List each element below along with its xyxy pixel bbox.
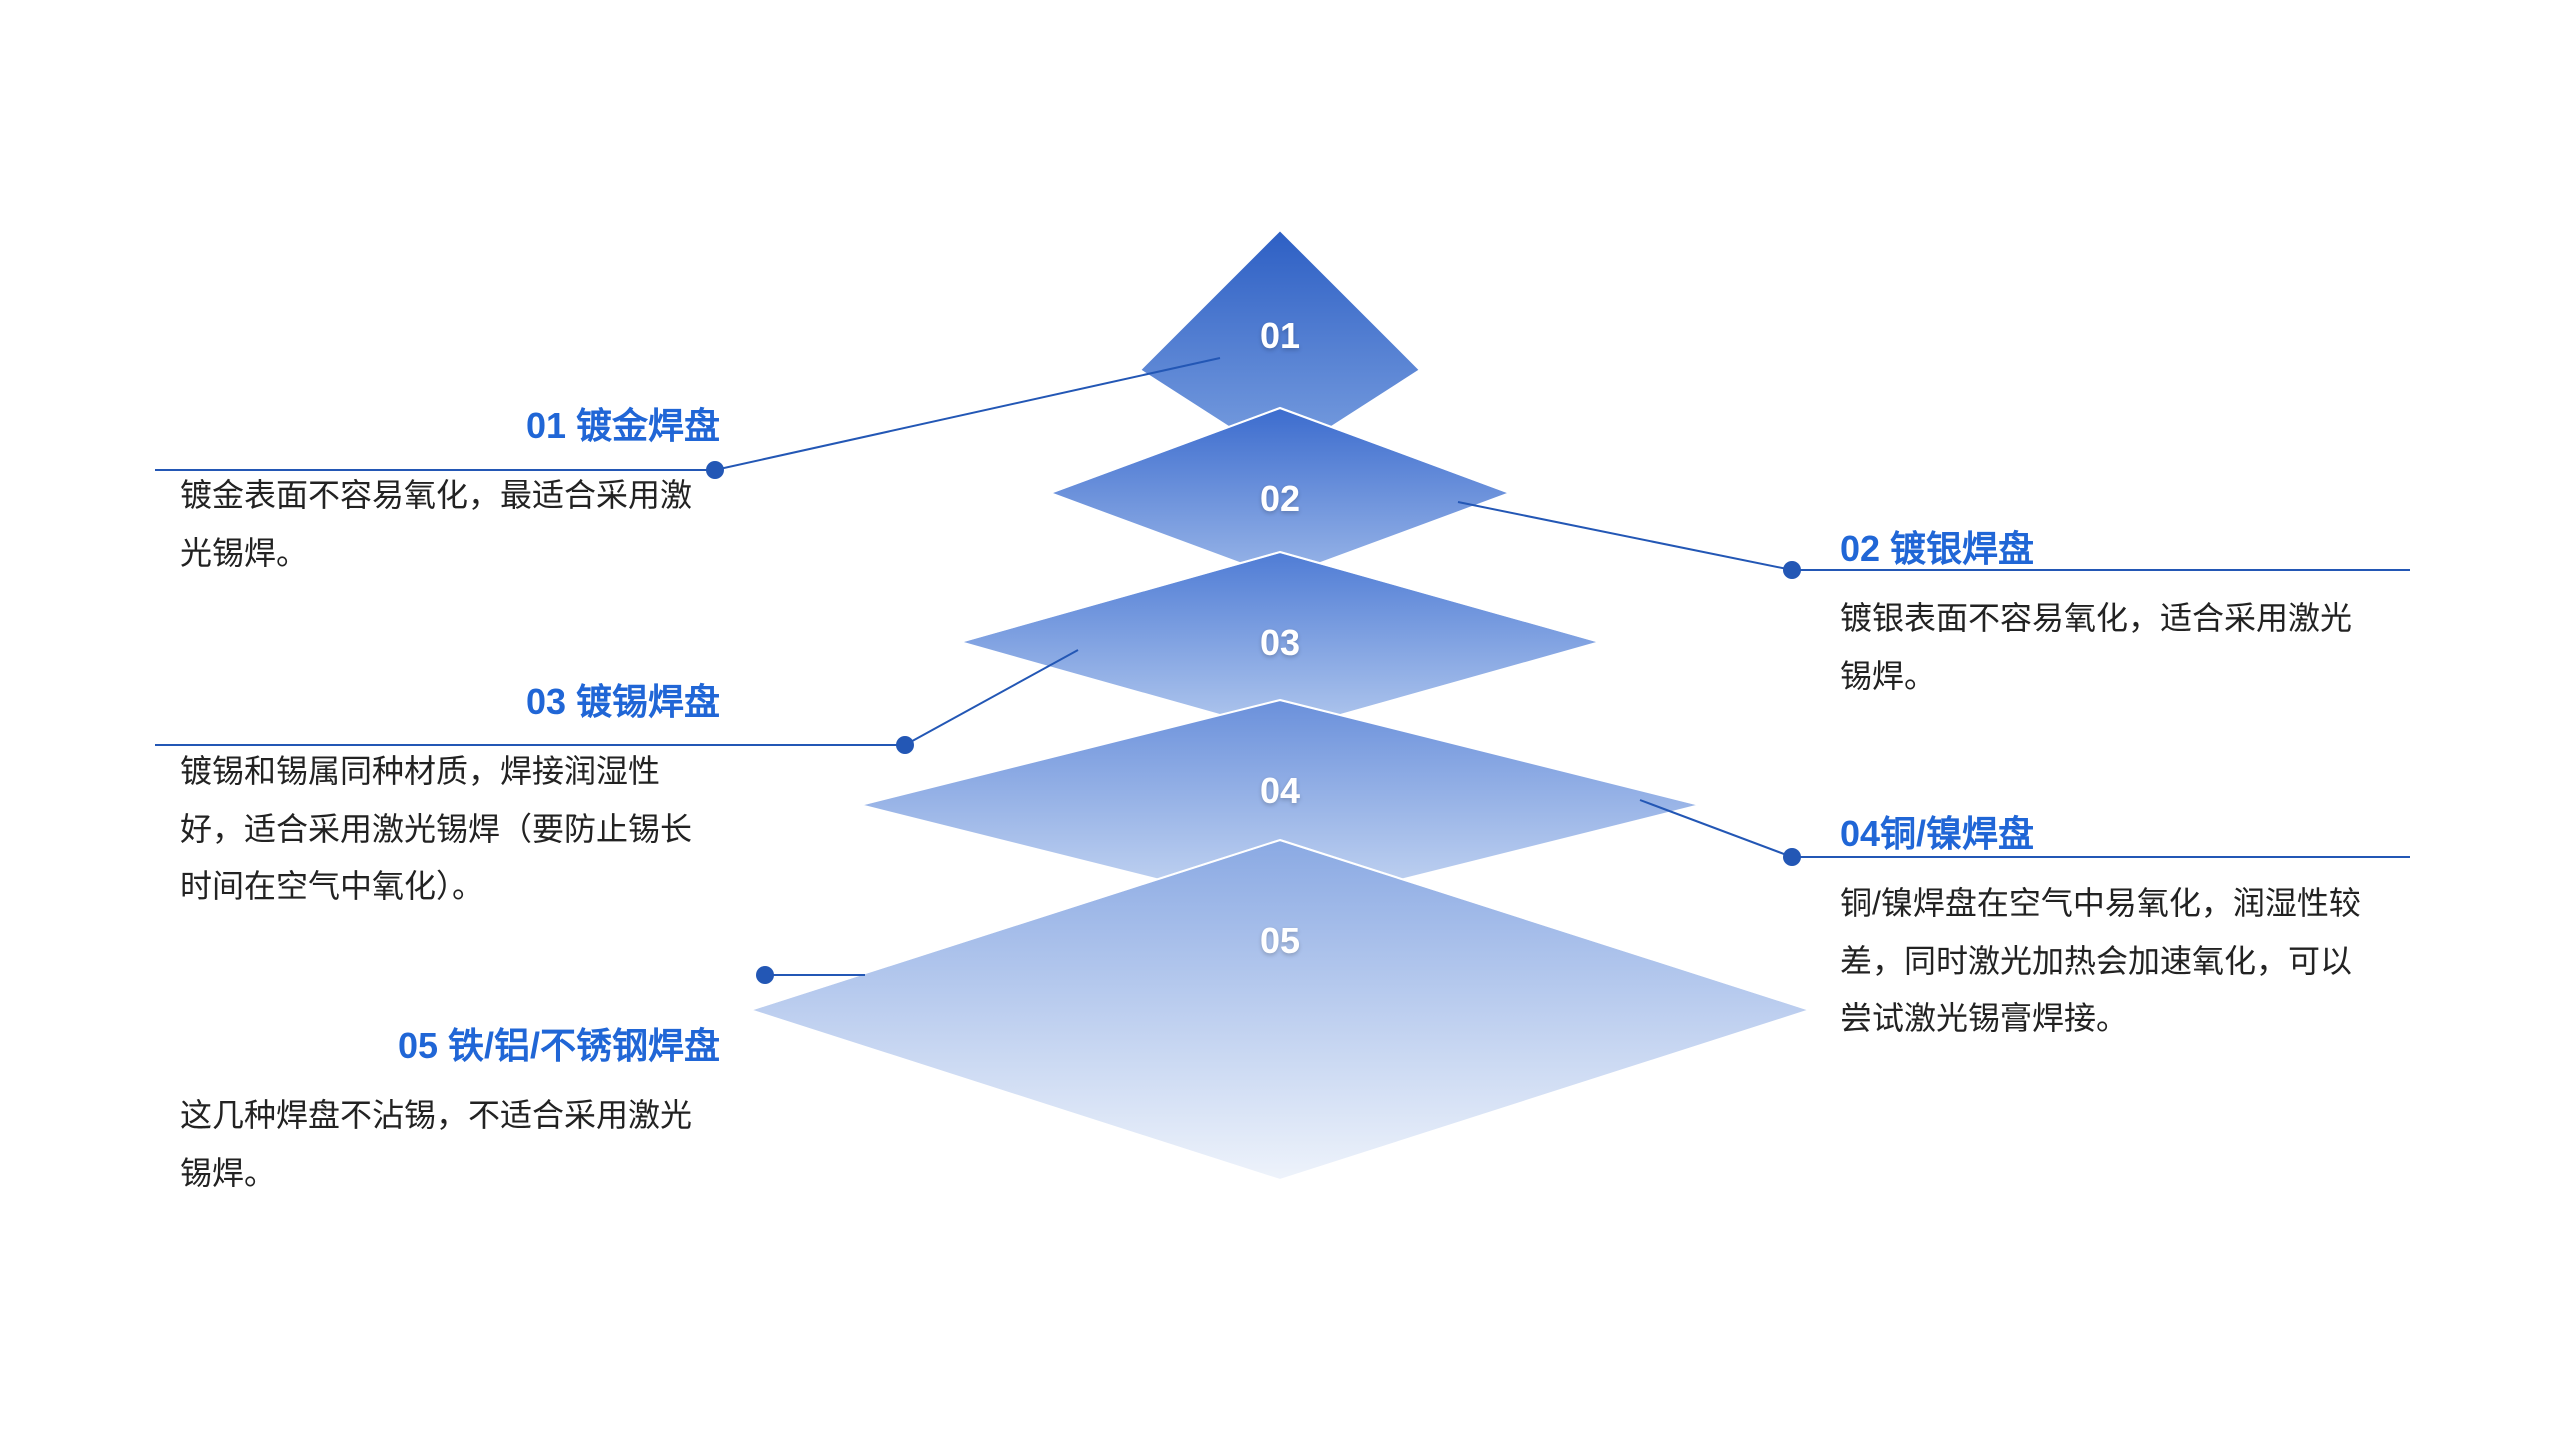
item-desc-2: 镀锡和锡属同种材质，焊接润湿性好，适合采用激光锡焊（要防止锡长时间在空气中氧化）… <box>180 743 720 916</box>
item-title-1: 01 镀金焊盘 <box>180 397 720 449</box>
item-title-3: 05 铁/铝/不锈钢焊盘 <box>180 1017 720 1069</box>
callout-dot-2 <box>896 736 914 754</box>
item-block-1: 01 镀金焊盘镀金表面不容易氧化，最适合采用激光锡焊。 <box>180 397 720 582</box>
item-title-5: 04铜/镍焊盘 <box>1840 805 2380 857</box>
item-title-2: 03 镀锡焊盘 <box>180 673 720 725</box>
item-block-2: 03 镀锡焊盘镀锡和锡属同种材质，焊接润湿性好，适合采用激光锡焊（要防止锡长时间… <box>180 673 720 916</box>
pyramid-number-1: 01 <box>1260 315 1300 357</box>
callout-dot-3 <box>756 966 774 984</box>
pyramid-number-5: 05 <box>1260 920 1300 962</box>
item-block-3: 05 铁/铝/不锈钢焊盘这几种焊盘不沾锡，不适合采用激光锡焊。 <box>180 1017 720 1202</box>
item-desc-4: 镀银表面不容易氧化，适合采用激光锡焊。 <box>1840 590 2380 705</box>
item-desc-3: 这几种焊盘不沾锡，不适合采用激光锡焊。 <box>180 1087 720 1202</box>
callout-dot-1 <box>706 461 724 479</box>
callout-dot-5 <box>1783 848 1801 866</box>
item-desc-1: 镀金表面不容易氧化，最适合采用激光锡焊。 <box>180 467 720 582</box>
item-title-4: 02 镀银焊盘 <box>1840 520 2380 572</box>
callout-dot-4 <box>1783 561 1801 579</box>
pyramid-layer-5 <box>750 840 1810 1180</box>
item-block-5: 04铜/镍焊盘铜/镍焊盘在空气中易氧化，润湿性较差，同时激光加热会加速氧化，可以… <box>1840 805 2380 1048</box>
pyramid-number-2: 02 <box>1260 478 1300 520</box>
pyramid-number-3: 03 <box>1260 622 1300 664</box>
item-desc-5: 铜/镍焊盘在空气中易氧化，润湿性较差，同时激光加热会加速氧化，可以尝试激光锡膏焊… <box>1840 875 2380 1048</box>
pyramid-number-4: 04 <box>1260 770 1300 812</box>
item-block-4: 02 镀银焊盘镀银表面不容易氧化，适合采用激光锡焊。 <box>1840 520 2380 705</box>
